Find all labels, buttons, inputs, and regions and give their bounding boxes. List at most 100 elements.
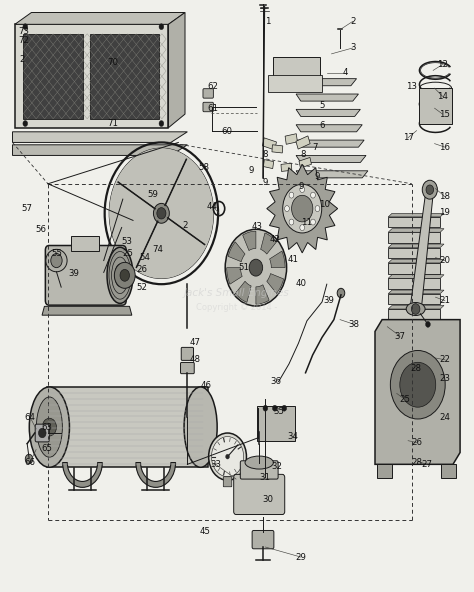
Ellipse shape — [107, 247, 133, 303]
Text: Jack's Small Engines: Jack's Small Engines — [184, 288, 290, 298]
Text: 9: 9 — [248, 166, 254, 175]
Text: 47: 47 — [190, 337, 201, 346]
FancyBboxPatch shape — [299, 157, 311, 168]
Ellipse shape — [29, 387, 70, 467]
Text: 36: 36 — [270, 377, 281, 386]
Circle shape — [38, 428, 46, 437]
Circle shape — [211, 436, 244, 477]
Text: 60: 60 — [221, 127, 232, 136]
Ellipse shape — [36, 397, 63, 457]
Circle shape — [315, 205, 320, 211]
FancyBboxPatch shape — [240, 461, 278, 479]
Wedge shape — [227, 268, 242, 284]
Text: 39: 39 — [324, 296, 335, 305]
Text: 28: 28 — [411, 458, 422, 467]
Polygon shape — [296, 140, 364, 147]
Text: 1: 1 — [265, 17, 271, 26]
FancyBboxPatch shape — [46, 246, 126, 305]
Text: 46: 46 — [201, 381, 212, 390]
Polygon shape — [296, 170, 368, 178]
Circle shape — [310, 219, 315, 225]
Text: 57: 57 — [21, 204, 32, 213]
Text: 9: 9 — [298, 182, 303, 191]
Text: 71: 71 — [108, 119, 118, 128]
Text: 16: 16 — [439, 143, 450, 152]
Text: 26: 26 — [411, 438, 422, 447]
Text: 32: 32 — [272, 462, 283, 471]
Bar — [23, 34, 83, 119]
FancyBboxPatch shape — [203, 102, 213, 112]
Circle shape — [51, 253, 62, 268]
Polygon shape — [388, 305, 444, 309]
Circle shape — [114, 262, 135, 288]
Text: 63: 63 — [42, 423, 53, 432]
Text: 29: 29 — [295, 552, 306, 562]
Circle shape — [226, 454, 229, 459]
Circle shape — [422, 180, 438, 199]
Polygon shape — [410, 189, 434, 309]
Polygon shape — [296, 79, 356, 86]
Circle shape — [289, 219, 294, 225]
Text: 41: 41 — [287, 255, 298, 264]
Text: 2: 2 — [350, 17, 356, 26]
Text: 25: 25 — [399, 395, 410, 404]
Circle shape — [109, 148, 214, 278]
Text: 37: 37 — [394, 332, 406, 340]
Text: 40: 40 — [295, 278, 306, 288]
Text: 26: 26 — [136, 265, 147, 274]
FancyBboxPatch shape — [252, 530, 274, 549]
Text: 70: 70 — [108, 58, 118, 67]
FancyBboxPatch shape — [181, 362, 194, 374]
Text: 20: 20 — [439, 256, 450, 265]
Circle shape — [263, 406, 268, 411]
Text: 64: 64 — [25, 413, 36, 422]
Polygon shape — [168, 12, 185, 128]
Polygon shape — [296, 156, 366, 163]
Polygon shape — [388, 229, 444, 232]
Polygon shape — [388, 259, 444, 263]
Text: 31: 31 — [259, 474, 270, 482]
Polygon shape — [388, 294, 440, 304]
FancyBboxPatch shape — [273, 57, 319, 76]
FancyBboxPatch shape — [296, 136, 310, 149]
Polygon shape — [388, 244, 444, 247]
Circle shape — [209, 433, 246, 480]
Text: 51: 51 — [238, 263, 250, 272]
Text: Copyright © 2014 -: Copyright © 2014 - — [196, 303, 278, 313]
Text: 14: 14 — [437, 92, 448, 101]
Text: 73: 73 — [18, 27, 29, 36]
FancyBboxPatch shape — [281, 163, 292, 172]
Wedge shape — [270, 251, 285, 268]
Polygon shape — [296, 94, 358, 101]
Text: 15: 15 — [439, 110, 450, 118]
Text: 66: 66 — [25, 458, 36, 467]
Text: 30: 30 — [262, 496, 273, 504]
Text: 7: 7 — [312, 143, 318, 152]
Circle shape — [300, 225, 305, 231]
Polygon shape — [388, 290, 444, 294]
Text: 35: 35 — [273, 407, 284, 416]
Circle shape — [273, 406, 277, 411]
Circle shape — [23, 121, 27, 127]
Circle shape — [300, 186, 305, 192]
FancyBboxPatch shape — [377, 464, 392, 478]
Text: 2: 2 — [19, 55, 25, 65]
FancyBboxPatch shape — [35, 424, 49, 442]
Text: 48: 48 — [190, 355, 201, 364]
Polygon shape — [388, 278, 440, 289]
Circle shape — [42, 419, 56, 436]
Circle shape — [400, 362, 436, 407]
Polygon shape — [388, 217, 440, 227]
Circle shape — [157, 208, 166, 219]
Wedge shape — [267, 274, 283, 294]
FancyBboxPatch shape — [264, 160, 273, 169]
Text: 56: 56 — [36, 226, 46, 234]
Ellipse shape — [245, 456, 273, 469]
Circle shape — [282, 406, 287, 411]
Polygon shape — [375, 320, 460, 464]
Text: 52: 52 — [136, 282, 147, 292]
Circle shape — [411, 304, 420, 314]
Text: 3: 3 — [350, 43, 356, 53]
Ellipse shape — [184, 387, 217, 467]
Text: 44: 44 — [207, 202, 218, 211]
